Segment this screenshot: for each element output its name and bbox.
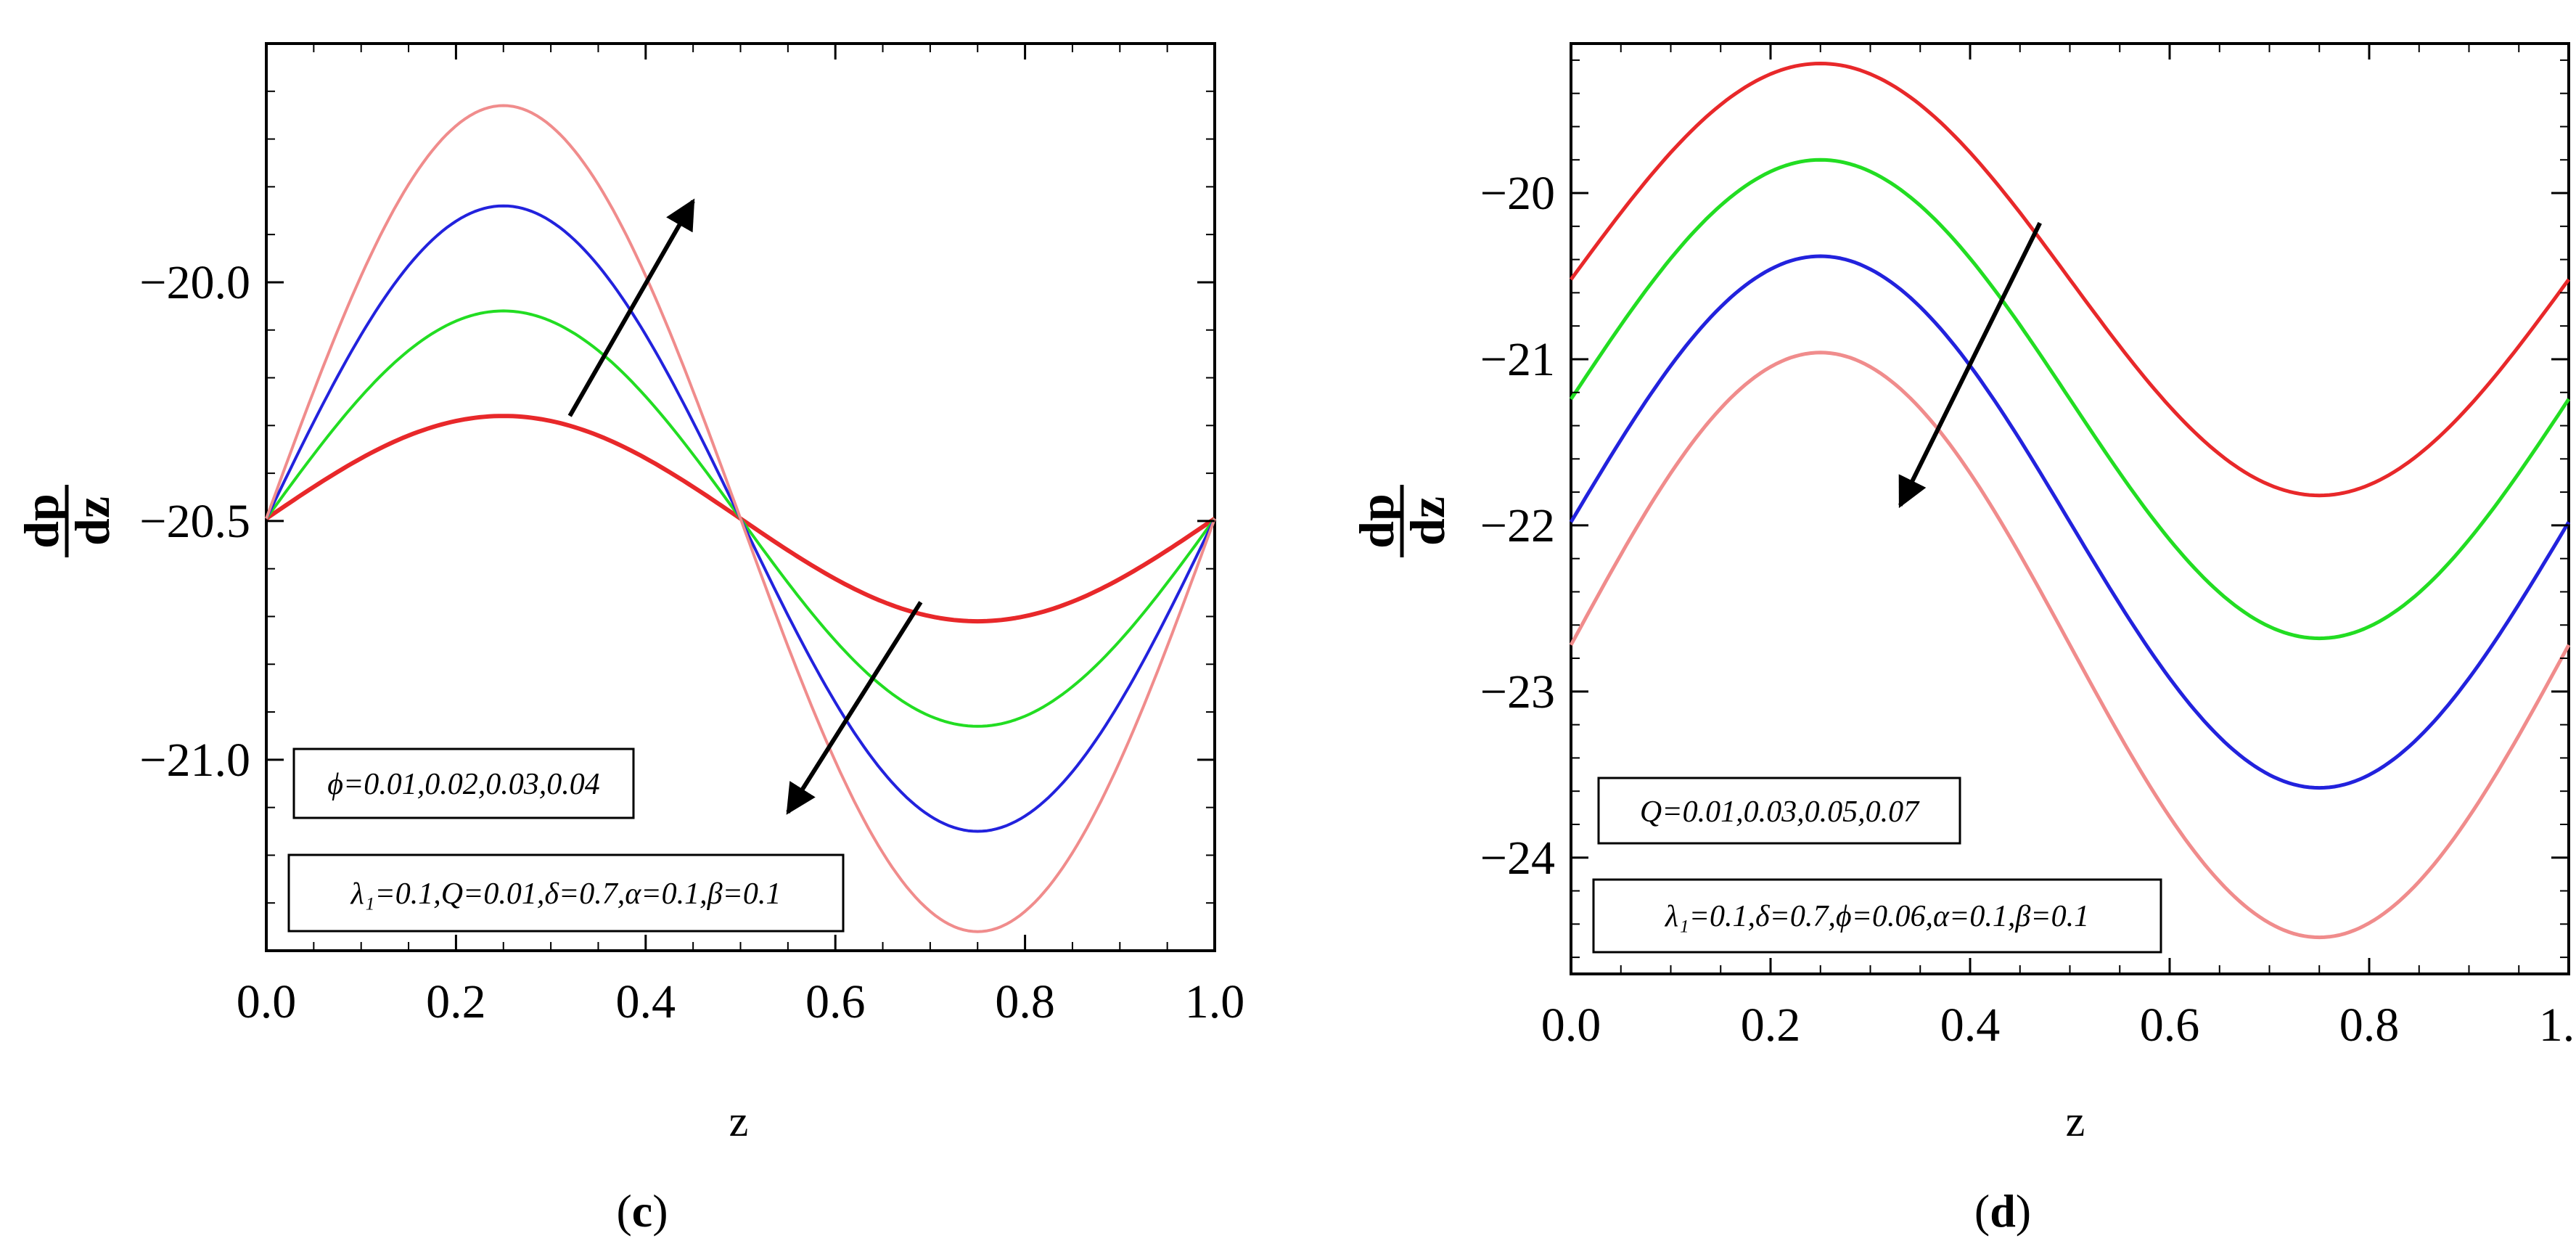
series-line-d-2 (1569, 157, 2571, 641)
annotation-fixed-box-c (287, 853, 845, 933)
y-tick-label-d-4: −24 (1480, 832, 1555, 885)
y-tick-label-d-1: −21 (1480, 333, 1555, 386)
x-tick-label-d-2: 0.4 (1940, 999, 2001, 1052)
x-tick-label-c-3: 0.6 (805, 975, 866, 1028)
annotation-params-d: Q=0.01,0.03,0.05,0.07 (1597, 777, 1961, 845)
annotation-fixed-c: λ₁=0.1,Q=0.01,δ=0.7,α=0.1,β=0.1 (287, 853, 845, 933)
panel-label-c: (c) (616, 1185, 668, 1237)
y-ticks-d: −20 −21 −22 −23 −24 (1480, 59, 2569, 959)
arrow-group-d (1898, 221, 2042, 509)
y-tick-label-c-2: −21.0 (139, 734, 250, 787)
series-line-d-3 (1569, 254, 2571, 790)
annotation-fixed-d: λ₁=0.1,δ=0.7,ϕ=0.06,α=0.1,β=0.1 (1592, 878, 2162, 954)
x-tick-label-d-3: 0.6 (2140, 999, 2200, 1052)
trend-arrow-c-2 (786, 601, 923, 815)
x-ticks-d: 0.0 0.2 0.4 0.6 0.8 1.0 (1541, 44, 2576, 1052)
arrow-group-c (567, 198, 923, 815)
panel-label-d: (d) (1974, 1185, 2031, 1237)
annotation-fixed-text-d: λ₁=0.1,δ=0.7,ϕ=0.06,α=0.1,β=0.1 (1664, 900, 2089, 933)
x-tick-label-c-0: 0.0 (237, 975, 297, 1028)
annotation-params-c: ϕ=0.01,0.02,0.03,0.04 (292, 748, 635, 819)
trend-arrow-d-1 (1898, 221, 2042, 509)
annotation-params-text-d: Q=0.01,0.03,0.05,0.07 (1640, 795, 1920, 829)
annotation-params-text-c: ϕ=0.01,0.02,0.03,0.04 (327, 768, 600, 801)
y-tick-label-d-3: −23 (1480, 665, 1555, 718)
y-axis-label-c: dp dz (14, 485, 120, 557)
x-ticks-c: 0.0 0.2 0.4 0.6 0.8 1.0 (237, 44, 1245, 1028)
x-tick-label-d-1: 0.2 (1741, 999, 1801, 1052)
x-tick-label-d-5: 1.0 (2539, 999, 2576, 1052)
annotation-fixed-box-d (1592, 878, 2162, 954)
annotation-params-box-c (292, 748, 635, 819)
series-line-d-4 (1569, 351, 2571, 940)
x-tick-label-c-4: 0.8 (995, 975, 1055, 1028)
series-group-d (1569, 62, 2571, 940)
y-tick-label-c-0: −20.0 (139, 256, 250, 309)
panel-d: 0.0 0.2 0.4 0.6 0.8 1.0 −20 −21 −22 −23 −24 dp dz… (1349, 42, 2576, 1237)
y-axis-label-d: dp dz (1349, 485, 1455, 557)
y-label-numerator-d: dp (1349, 493, 1404, 549)
y-tick-label-c-1: −20.5 (139, 495, 250, 548)
y-label-denominator-c: dz (65, 496, 120, 546)
trend-arrow-c-1 (567, 198, 695, 417)
panel-c: 0.0 0.2 0.4 0.6 0.8 1.0 −20.0 −20.5 −21.0 dp dz… (14, 42, 1245, 1237)
x-tick-label-d-0: 0.0 (1541, 999, 1601, 1052)
annotation-params-box-d (1597, 777, 1961, 845)
x-axis-label-d: z (2066, 1097, 2085, 1145)
x-tick-label-c-2: 0.4 (616, 975, 676, 1028)
series-line-d-1 (1569, 62, 2571, 498)
y-label-denominator-d: dz (1400, 496, 1455, 546)
x-tick-label-c-5: 1.0 (1185, 975, 1245, 1028)
x-tick-label-c-1: 0.2 (426, 975, 486, 1028)
annotation-fixed-text-c: λ₁=0.1,Q=0.01,δ=0.7,α=0.1,β=0.1 (350, 877, 782, 911)
x-tick-label-d-4: 0.8 (2339, 999, 2400, 1052)
y-tick-label-d-2: −22 (1480, 499, 1555, 552)
x-axis-label-c: z (729, 1097, 749, 1145)
series-group-c (265, 104, 1216, 933)
y-tick-label-d-0: −20 (1480, 167, 1555, 220)
series-line-c-4 (265, 104, 1216, 933)
y-ticks-c: −20.0 −20.5 −21.0 (139, 90, 1215, 904)
y-label-numerator-c: dp (14, 493, 69, 549)
